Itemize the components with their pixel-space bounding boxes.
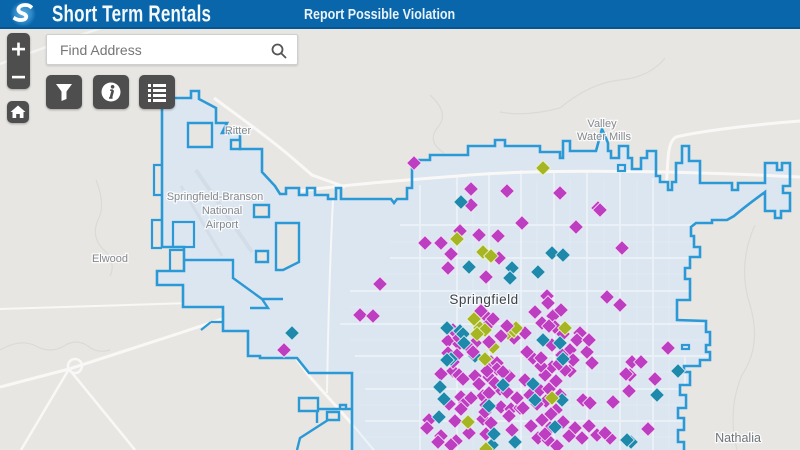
- svg-text:Springfield-Branson: Springfield-Branson: [167, 191, 264, 203]
- svg-text:Airport: Airport: [206, 219, 238, 231]
- svg-text:Nathalia: Nathalia: [715, 431, 761, 445]
- svg-text:Valley: Valley: [587, 118, 617, 130]
- svg-text:Springfield: Springfield: [449, 292, 518, 307]
- svg-text:Elwood: Elwood: [92, 253, 128, 265]
- svg-text:National: National: [202, 205, 242, 217]
- svg-text:Water Mills: Water Mills: [577, 131, 631, 143]
- svg-text:Ritter: Ritter: [225, 125, 252, 137]
